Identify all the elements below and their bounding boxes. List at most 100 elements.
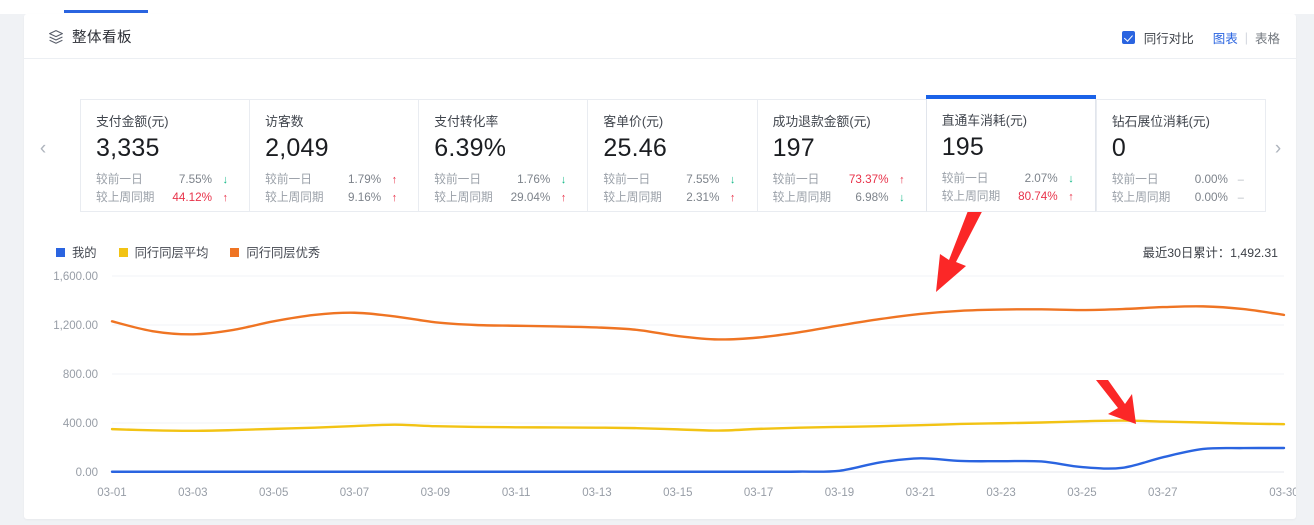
- x-axis-tick-label: 03-25: [1067, 487, 1096, 499]
- panel-header: 整体看板 同行对比 图表 | 表格: [24, 14, 1296, 59]
- kpi-delta-label: 较上周同期: [434, 191, 493, 204]
- kpi-delta-rows: 较前一日 7.55% ↓ 较上周同期 44.12% ↑: [96, 171, 249, 207]
- overview-panel: 整体看板 同行对比 图表 | 表格 支付金额(元) 3,335 较前一日 7.55% ↓…: [24, 14, 1296, 519]
- kpi-delta-percent: 44.12%: [172, 191, 212, 204]
- view-separator: |: [1244, 30, 1248, 45]
- kpi-delta-percent: 0.00%: [1194, 191, 1228, 204]
- kpi-delta-up-icon: ↑: [391, 192, 398, 204]
- kpi-title: 访客数: [265, 114, 304, 129]
- kpi-delta-prev-day: 较前一日 2.07% ↓: [942, 170, 1095, 188]
- kpi-delta-prev-week: 较上周同期 80.74% ↑: [942, 188, 1095, 206]
- kpi-card-1[interactable]: 支付金额(元) 3,335 较前一日 7.55% ↓ 较上周同期 44.12% ↑: [80, 99, 250, 212]
- kpi-delta-prev-day: 较前一日 1.79% ↑: [265, 171, 418, 189]
- y-axis-tick-label: 800.00: [63, 369, 98, 381]
- kpi-delta-down-icon: ↓: [899, 192, 905, 204]
- kpi-delta-down-icon: ↓: [729, 174, 736, 186]
- kpi-delta-prev-day: 较前一日 1.76% ↓: [434, 171, 587, 189]
- view-toggle: 图表 | 表格: [1213, 28, 1280, 47]
- legend-label: 我的: [72, 246, 97, 260]
- legend-swatch-icon: [230, 247, 240, 257]
- kpi-delta-label: 较上周同期: [772, 191, 832, 204]
- legend-item-1[interactable]: 我的: [56, 243, 97, 261]
- kpi-delta-prev-week: 较上周同期 29.04% ↑: [434, 189, 587, 207]
- kpi-delta-flat-icon: –: [1237, 192, 1244, 204]
- legend-swatch-icon: [56, 247, 65, 257]
- legend-label: 同行同层平均: [134, 246, 209, 260]
- kpi-card-5[interactable]: 成功退款金额(元) 197 较前一日 73.37% ↑ 较上周同期 6.98% ↓: [756, 99, 926, 212]
- kpi-value: 2,049: [265, 134, 329, 162]
- kpi-value: 197: [772, 134, 815, 162]
- x-axis-tick-label: 03-15: [663, 487, 692, 499]
- kpi-delta-label: 较前一日: [941, 172, 989, 185]
- kpi-card-7[interactable]: 钻石展位消耗(元) 0 较前一日 0.00% – 较上周同期 0.00% –: [1095, 99, 1266, 212]
- peer-compare-label[interactable]: 同行对比: [1143, 32, 1194, 46]
- kpi-card-6[interactable]: 直通车消耗(元) 195 较前一日 2.07% ↓ 较上周同期 80.74% ↑: [925, 95, 1096, 212]
- kpi-delta-percent: 1.76%: [517, 173, 551, 186]
- chart-series-line-3: [110, 305, 1286, 341]
- kpi-delta-percent: 7.55%: [178, 173, 212, 186]
- kpi-title: 支付金额(元): [96, 114, 169, 129]
- kpi-delta-prev-week: 较上周同期 9.16% ↑: [265, 189, 418, 207]
- x-axis-tick-label: 03-27: [1148, 487, 1177, 499]
- kpi-delta-rows: 较前一日 1.79% ↑ 较上周同期 9.16% ↑: [265, 171, 418, 207]
- kpi-delta-prev-week: 较上周同期 44.12% ↑: [96, 189, 249, 207]
- line-chart[interactable]: 0.00 400.00 800.00 1,200.00 1,600.00 03-01 03-…: [24, 264, 1296, 512]
- kpi-next-button[interactable]: ›: [1274, 138, 1282, 159]
- y-axis-tick-label: 400.00: [63, 418, 98, 430]
- panel-title-group: 整体看板: [48, 26, 132, 47]
- legend-swatch-icon: [118, 247, 128, 257]
- chart-total-label: 最近30日累计：1,492.31: [1142, 246, 1278, 260]
- kpi-delta-up-icon: ↑: [222, 192, 229, 204]
- kpi-title: 支付转化率: [434, 114, 499, 129]
- chart-legend: 我的 同行同层平均 同行同层优秀: [56, 243, 320, 261]
- layers-icon: [48, 29, 64, 45]
- kpi-delta-prev-day: 较前一日 7.55% ↓: [603, 171, 756, 189]
- kpi-delta-rows: 较前一日 7.55% ↓ 较上周同期 2.31% ↑: [603, 171, 756, 207]
- kpi-title: 成功退款金额(元): [772, 114, 871, 129]
- kpi-title: 直通车消耗(元): [941, 113, 1028, 128]
- page-title: 整体看板: [72, 30, 132, 46]
- kpi-card-2[interactable]: 访客数 2,049 较前一日 1.79% ↑ 较上周同期 9.16% ↑: [249, 99, 419, 212]
- active-tab-underline: [64, 10, 148, 13]
- kpi-card-3[interactable]: 支付转化率 6.39% 较前一日 1.76% ↓ 较上周同期 29.04% ↑: [418, 99, 588, 212]
- kpi-delta-percent: 2.31%: [686, 191, 720, 204]
- kpi-delta-label: 较前一日: [96, 173, 143, 186]
- kpi-delta-prev-week: 较上周同期 2.31% ↑: [603, 189, 756, 207]
- y-axis-tick-label: 0.00: [76, 467, 98, 479]
- legend-item-2[interactable]: 同行同层平均: [118, 243, 209, 261]
- kpi-prev-button[interactable]: ‹: [39, 138, 47, 159]
- legend-item-3[interactable]: 同行同层优秀: [230, 243, 320, 261]
- x-axis-tick-label: 03-09: [421, 487, 450, 499]
- kpi-delta-percent: 7.55%: [686, 173, 720, 186]
- legend-label: 同行同层优秀: [246, 246, 321, 260]
- kpi-delta-prev-day: 较前一日 0.00% –: [1112, 171, 1265, 189]
- kpi-delta-up-icon: ↑: [391, 174, 398, 186]
- kpi-delta-label: 较前一日: [1111, 173, 1159, 186]
- kpi-delta-up-icon: ↑: [1068, 191, 1074, 203]
- x-axis-tick-label: 03-01: [97, 487, 126, 499]
- kpi-value: 3,335: [96, 134, 160, 162]
- top-tab-strip: [0, 0, 1314, 14]
- peer-compare-checkbox[interactable]: [1121, 31, 1135, 44]
- kpi-card-4[interactable]: 客单价(元) 25.46 较前一日 7.55% ↓ 较上周同期 2.31% ↑: [587, 99, 757, 212]
- x-axis-tick-label: 03-17: [744, 487, 773, 499]
- kpi-delta-up-icon: ↑: [899, 174, 905, 186]
- tab-table-view[interactable]: 表格: [1254, 32, 1280, 46]
- kpi-delta-percent: 0.00%: [1194, 173, 1228, 186]
- x-axis-tick-label: 03-21: [906, 487, 935, 499]
- kpi-delta-up-icon: ↑: [560, 192, 567, 204]
- kpi-delta-label: 较上周同期: [1111, 191, 1171, 204]
- kpi-delta-label: 较前一日: [265, 173, 312, 186]
- kpi-value: 25.46: [603, 134, 667, 162]
- chart-series-line-1: [110, 446, 1286, 473]
- kpi-value: 195: [941, 133, 985, 161]
- x-axis-tick-label: 03-23: [986, 487, 1015, 499]
- tab-chart-view[interactable]: 图表: [1212, 32, 1238, 46]
- kpi-delta-prev-day: 较前一日 73.37% ↑: [773, 171, 926, 189]
- x-axis-tick-label: 03-07: [340, 487, 369, 499]
- kpi-delta-rows: 较前一日 0.00% – 较上周同期 0.00% –: [1112, 171, 1265, 207]
- chart-container[interactable]: 0.00 400.00 800.00 1,200.00 1,600.00 03-01 03-…: [24, 264, 1296, 512]
- x-axis-tick-label: 03-13: [582, 487, 611, 499]
- kpi-delta-label: 较上周同期: [941, 190, 1001, 203]
- kpi-delta-rows: 较前一日 1.76% ↓ 较上周同期 29.04% ↑: [434, 171, 587, 207]
